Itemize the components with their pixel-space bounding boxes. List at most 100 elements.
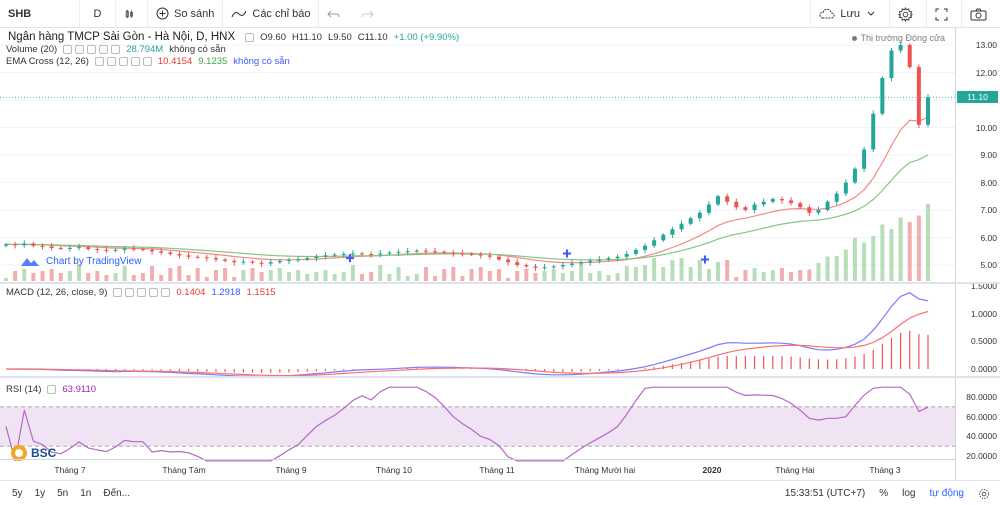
candle-body [761,201,766,205]
ema-slow-line [6,154,929,261]
ohlc-low: L9.50 [327,31,352,43]
volume-bar [624,266,629,281]
legend-controls[interactable] [245,32,255,42]
compare-button[interactable]: So sánh [148,0,224,28]
volume-bar [122,266,127,281]
volume-bar [615,273,620,281]
candle-body [13,244,18,246]
volume-bar [670,260,675,281]
auto-toggle[interactable]: tự động [929,488,965,499]
compare-label: So sánh [174,7,215,20]
range-button[interactable]: 1y [34,487,46,499]
market-status: Thị trường Đóng cửa [851,33,946,43]
volume-bar [880,224,885,281]
volume-bar [770,270,775,281]
tradingview-watermark[interactable]: Chart by TradingView [20,255,141,267]
bsc-logo-text: BSC [31,446,57,460]
candle-body [734,201,739,208]
chart-canvas[interactable] [0,28,955,480]
rsi-line [5,386,929,462]
pane-separator[interactable] [0,282,1000,284]
volume-bar [569,271,574,281]
market-status-label: Thị trường Đóng cửa [860,33,946,43]
candle-body [515,262,520,265]
ema-legend-controls[interactable] [94,57,152,66]
snapshot-button[interactable] [961,0,1000,28]
rsi-legend-controls[interactable] [47,385,57,394]
volume-bar [86,273,91,281]
volume-bar [31,273,36,281]
fullscreen-button[interactable] [926,0,961,28]
undo-button[interactable] [319,0,353,28]
pane-separator[interactable] [0,376,1000,378]
volume-bar [113,273,118,281]
volume-bar [725,260,730,281]
price-axis-label: 8.00 [980,177,997,188]
chart-style-button[interactable] [116,0,148,28]
macd-legend-controls[interactable] [113,288,171,297]
range-button[interactable]: 5n [57,487,69,499]
volume-bar [396,267,401,281]
macd-line [5,292,929,378]
candle-body [350,253,355,255]
cloud-icon [819,8,835,19]
candle-body [150,249,155,252]
time-axis-label: Tháng Tám [162,465,206,475]
volume-bar [131,275,136,281]
ema-fast-value: 10.4154 [157,56,193,67]
candle-body [159,251,164,253]
candle-body [697,212,702,219]
volume-bar [369,272,374,281]
redo-button[interactable] [353,0,387,28]
save-button[interactable]: Lưu [810,0,889,28]
volume-bar [688,267,693,281]
range-button[interactable]: Đến... [103,487,131,499]
range-button[interactable]: 5y [12,487,23,499]
percent-toggle[interactable]: % [879,488,889,499]
candle-body [414,250,419,252]
candle-body [478,254,483,256]
candle-body [889,50,894,78]
time-axis-label: Tháng Hai [775,465,815,475]
price-axis[interactable]: 13.0012.0011.0010.009.008.007.006.005.00… [955,28,1000,480]
symbol-search[interactable]: SHB [0,0,80,28]
range-group: 5y 1y 5n 1n Đến... [0,488,130,499]
volume-bar [798,270,803,281]
ema-cross-marker [563,249,571,258]
volume-bar [852,238,857,281]
interval-button[interactable]: D [80,0,116,28]
price-axis-label: 9.00 [980,150,997,160]
bsc-logo-icon [11,445,27,461]
candle-body [305,258,310,260]
candle-body [58,247,63,249]
candle-body [916,67,921,125]
time-axis[interactable]: Tháng 7 Tháng Tám Tháng 9 Tháng 10 Tháng 11 T… [0,459,955,480]
volume-bar [898,217,903,281]
macd-axis-label: 0.0000 [971,364,997,375]
candle-body [816,210,821,213]
candle-body [268,262,273,264]
candle-body [378,253,383,255]
range-button[interactable]: 1n [80,487,92,499]
candle-body [588,260,593,263]
settings-button[interactable] [889,0,926,28]
volume-bar [95,271,100,281]
volume-legend-controls[interactable] [63,45,121,54]
macd-legend-label: MACD (12, 26, close, 9) [6,287,108,298]
volume-bar [496,269,501,281]
candle-body [843,182,848,194]
time-axis-label: Tháng 7 [54,465,86,475]
rsi-axis-label: 20.0000 [966,451,997,462]
last-price-tag: 11.10 [957,91,998,103]
candle-body [286,260,291,262]
redo-icon [361,10,375,17]
main-series-legend: Ngân hàng TMCP Sài Gòn - Hà Nội, D, HNX … [8,31,465,43]
log-toggle[interactable]: log [902,488,916,499]
volume-bar [652,258,657,281]
candle-body [798,203,803,208]
macd-line-value: 1.2918 [211,287,241,298]
indicators-button[interactable]: Các chỉ báo [223,0,320,28]
candle-body [250,261,255,263]
gear-icon[interactable] [978,488,990,500]
volume-legend-label: Volume (20) [6,44,58,55]
